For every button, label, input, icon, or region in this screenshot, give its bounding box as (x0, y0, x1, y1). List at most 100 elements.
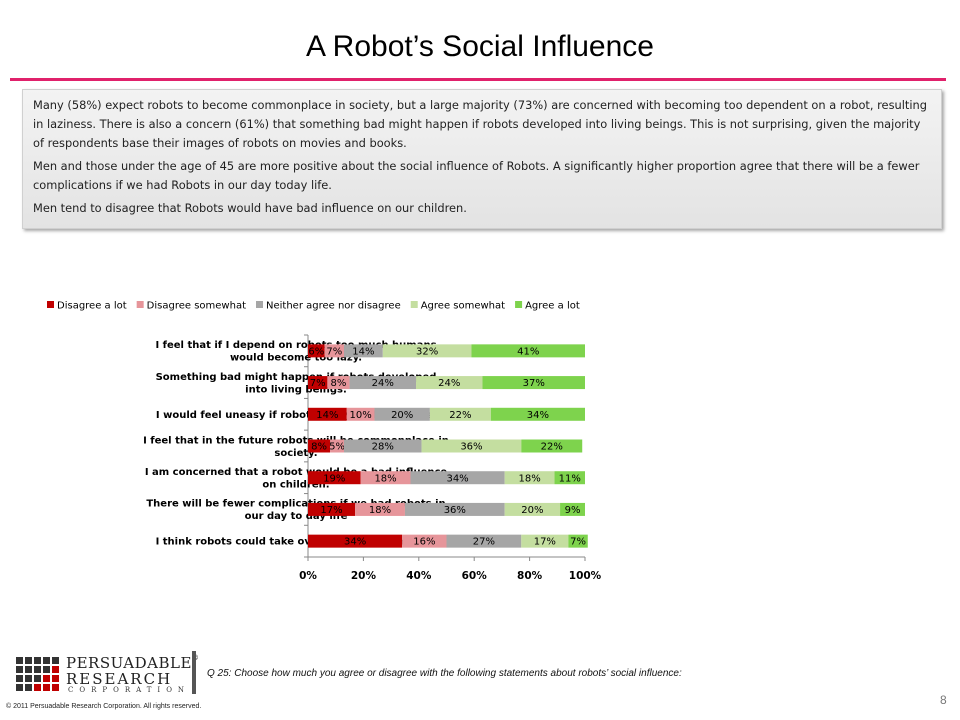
x-tick-label: 0% (299, 570, 317, 582)
logo-text-line2: RESEARCH (66, 670, 173, 688)
bar-value-label: 27% (473, 537, 495, 548)
category-label: I am concerned that a robot would be a b… (145, 467, 448, 478)
bar-value-label: 34% (527, 410, 549, 421)
bar-segment (504, 502, 561, 516)
legend-swatch (47, 301, 54, 308)
chart-svg: Disagree a lot Disagree somewhat Neither a… (47, 301, 602, 582)
bar-value-label: 9% (565, 505, 581, 516)
category-label: I think robots could take over the world… (156, 537, 437, 548)
legend-swatch (256, 301, 263, 308)
bar-segment (490, 407, 585, 421)
bar-value-label: 22% (541, 442, 563, 453)
bar-value-label: 14% (316, 410, 338, 421)
bar-segment (504, 471, 555, 485)
bar-value-label: 8% (311, 442, 327, 453)
bar-segment (308, 407, 347, 421)
x-tick-label: 100% (569, 570, 602, 582)
category-label: There will be fewer complications if we … (146, 499, 445, 510)
category-label: would become too lazy. (230, 353, 362, 364)
bar-value-label: 18% (374, 473, 396, 484)
bar-segment (308, 502, 356, 516)
bar-value-label: 10% (350, 410, 372, 421)
bar-value-label: 16% (413, 537, 435, 548)
bar-value-label: 11% (559, 473, 581, 484)
category-label: Something bad might happen if robots dev… (156, 372, 437, 383)
bar-segment (446, 534, 522, 548)
legend-swatch (410, 301, 418, 308)
bar-value-label: 7% (326, 346, 342, 357)
bar-segment (568, 534, 588, 548)
bar-value-label: 19% (323, 473, 345, 484)
bar-segment (327, 376, 350, 390)
bar-value-label: 34% (344, 537, 366, 548)
bar-value-label: 20% (391, 410, 413, 421)
page-number: 8 (940, 693, 947, 707)
bar-segment (308, 439, 331, 453)
summary-box: Many (58%) expect robots to become commo… (22, 89, 942, 229)
survey-question: Q 25: Choose how much you agree or disag… (207, 668, 682, 679)
logo-text-line3: CORPORATION (68, 686, 191, 694)
bar-segment (521, 534, 569, 548)
summary-paragraph: Men tend to disagree that Robots would h… (33, 201, 467, 215)
bar-segment (429, 407, 491, 421)
category-label: I feel that if I depend on robots too mu… (155, 340, 436, 351)
bar-segment (482, 376, 585, 390)
bar-value-label: 18% (369, 505, 391, 516)
bar-value-label: 17% (534, 537, 556, 548)
bar-value-label: 36% (444, 505, 466, 516)
bar-segment (344, 439, 422, 453)
bar-segment (560, 502, 585, 516)
bar-value-label: 8% (331, 378, 347, 389)
bar-value-label: 36% (460, 442, 482, 453)
stacked-bar-chart: Disagree a lot Disagree somewhat Neither a… (40, 290, 610, 590)
company-logo: PERSUADABLE® RESEARCH CORPORATION (8, 653, 199, 699)
title-divider (10, 78, 946, 81)
bar-value-label: 6% (308, 346, 324, 357)
category-label: on children. (262, 479, 329, 490)
bar-value-label: 24% (372, 378, 394, 389)
x-tick-label: 60% (462, 570, 488, 582)
category-label: society. (274, 448, 317, 459)
bar-segment (330, 439, 345, 453)
legend-label: Agree a lot (525, 301, 580, 312)
bar-segment (344, 344, 383, 358)
bar-segment (402, 534, 447, 548)
bar-segment (421, 439, 522, 453)
bar-segment (374, 407, 430, 421)
bar-value-label: 20% (521, 505, 543, 516)
category-label: I would feel uneasy if robots really had… (156, 410, 436, 421)
bar-value-label: 41% (517, 346, 539, 357)
bar-segment (349, 376, 417, 390)
summary-paragraph: Many (58%) expect robots to become commo… (33, 98, 927, 150)
bar-value-label: 32% (416, 346, 438, 357)
legend-label: Neither agree nor disagree (266, 301, 401, 312)
legend-label: Disagree somewhat (147, 301, 246, 312)
bar-segment (360, 471, 411, 485)
bar-value-label: 28% (372, 442, 394, 453)
bar-segment (471, 344, 585, 358)
bar-value-label: 7% (570, 537, 586, 548)
x-tick-label: 80% (517, 570, 543, 582)
summary-paragraph: Men and those under the age of 45 are mo… (33, 159, 920, 192)
bar-segment (521, 439, 583, 453)
bar-segment (308, 471, 361, 485)
bar-segment (416, 376, 483, 390)
bar-value-label: 37% (523, 378, 545, 389)
bar-segment (324, 344, 345, 358)
bar-value-label: 5% (329, 442, 345, 453)
x-tick-label: 40% (406, 570, 432, 582)
slide-title: A Robot’s Social Influence (305, 30, 654, 63)
x-tick-label: 20% (351, 570, 377, 582)
legend-swatch (136, 301, 144, 308)
bar-segment (382, 344, 472, 358)
bar-value-label: 34% (446, 473, 468, 484)
legend-label: Agree somewhat (421, 301, 505, 312)
category-label: I feel that in the future robots will be… (143, 435, 449, 446)
category-label: into living beings. (245, 384, 347, 395)
bar-value-label: 18% (518, 473, 540, 484)
bar-value-label: 22% (449, 410, 471, 421)
copyright-notice: © 2011 Persuadable Research Corporation.… (6, 703, 202, 710)
logo-grid-icon (16, 657, 59, 691)
category-label: our day to day life (245, 511, 348, 522)
bar-segment (308, 534, 403, 548)
